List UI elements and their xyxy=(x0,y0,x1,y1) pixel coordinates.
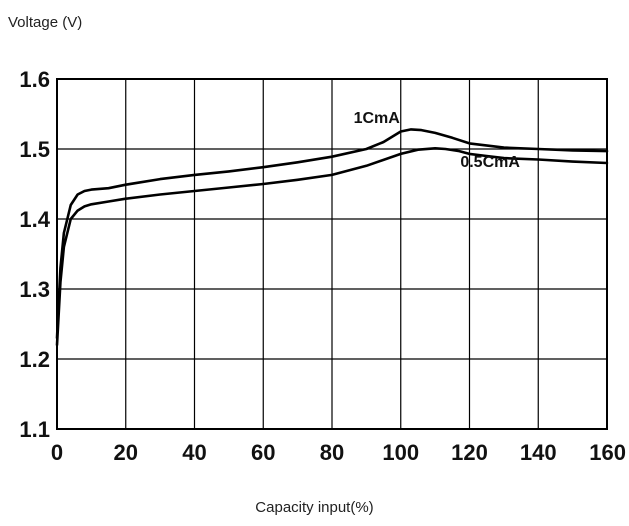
y-axis-title: Voltage (V) xyxy=(8,14,83,31)
x-tick-label-3: 60 xyxy=(251,440,275,465)
x-tick-label-5: 100 xyxy=(382,440,419,465)
series-layer xyxy=(55,128,609,347)
y-tick-label-1: 1.2 xyxy=(19,347,50,372)
annotations: 1CmA 0.5CmA xyxy=(354,110,521,171)
y-tick-label-2: 1.3 xyxy=(19,277,50,302)
x-tick-label-1: 20 xyxy=(114,440,138,465)
grid-layer xyxy=(56,78,608,430)
x-tick-labels: 0 20 40 60 80 100 120 140 160 xyxy=(51,440,626,465)
y-tick-label-4: 1.5 xyxy=(19,137,50,162)
series-line-0 xyxy=(55,128,609,340)
x-axis-title: Capacity input(%) xyxy=(255,499,374,516)
y-tick-label-0: 1.1 xyxy=(19,417,50,442)
x-tick-label-6: 120 xyxy=(451,440,488,465)
annotation-label-0: 1CmA xyxy=(354,110,401,127)
x-tick-label-0: 0 xyxy=(51,440,63,465)
annotation-label-1: 0.5CmA xyxy=(460,154,520,171)
x-tick-label-4: 80 xyxy=(320,440,344,465)
y-tick-label-3: 1.4 xyxy=(19,207,50,232)
x-tick-label-7: 140 xyxy=(520,440,557,465)
y-tick-labels: 1.1 1.2 1.3 1.4 1.5 1.6 xyxy=(19,67,50,442)
series-line-1 xyxy=(55,147,609,347)
x-tick-label-2: 40 xyxy=(182,440,206,465)
y-tick-label-5: 1.6 xyxy=(19,67,50,92)
plot-frame xyxy=(56,78,608,430)
x-tick-label-8: 160 xyxy=(589,440,626,465)
